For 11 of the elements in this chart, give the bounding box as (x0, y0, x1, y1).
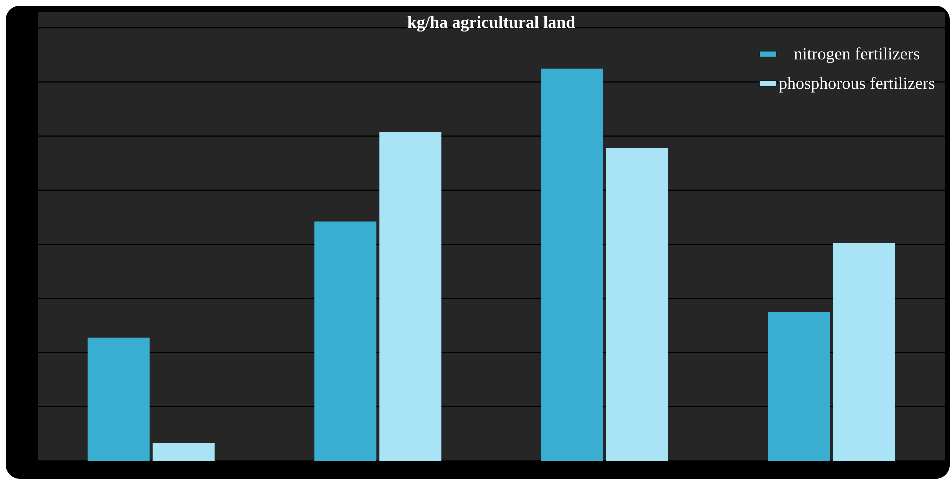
bar (152, 442, 215, 461)
legend-label: phosphorous fertilizers (779, 77, 935, 93)
legend-label: nitrogen fertilizers (794, 48, 920, 64)
chart-title: kg/ha agricultural land (408, 16, 576, 32)
bar (380, 132, 442, 461)
bar (88, 338, 150, 461)
bar (541, 68, 604, 461)
bar (314, 222, 377, 461)
bar (606, 148, 668, 461)
bar (768, 312, 830, 461)
bar (833, 242, 896, 461)
